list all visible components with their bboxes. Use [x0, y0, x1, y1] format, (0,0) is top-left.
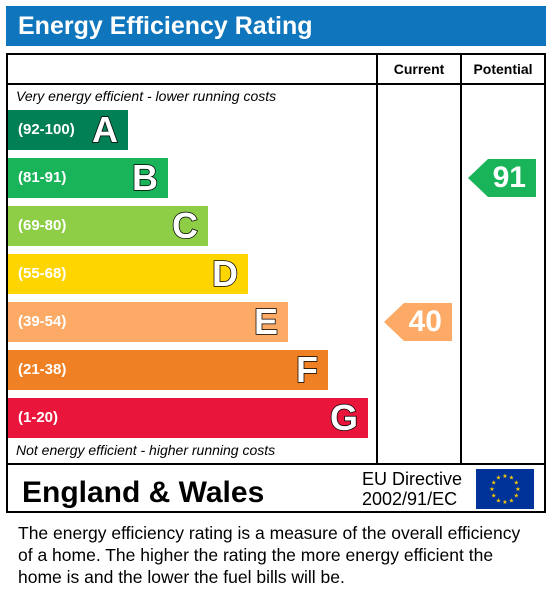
eu-star-icon: ★ [496, 475, 501, 482]
rating-frame: Current Potential Very energy efficient … [6, 53, 546, 513]
band-letter-b: B [131, 156, 159, 199]
band-letter-a: A [91, 108, 119, 151]
eu-star-icon: ★ [514, 493, 519, 500]
top-note: Very energy efficient - lower running co… [16, 88, 277, 104]
potential-column-divider [460, 55, 462, 463]
country-label: England & Wales [22, 476, 265, 509]
band-d: (55-68) D [8, 252, 248, 295]
band-range-f: (21-38) [18, 361, 67, 378]
eu-star-icon: ★ [489, 486, 494, 493]
band-a: (92-100) A [8, 108, 128, 151]
current-column-header: Current [393, 61, 445, 77]
eu-directive-line1: EU Directive [362, 469, 463, 489]
band-e: (39-54) E [8, 300, 288, 343]
eu-star-icon: ★ [509, 497, 514, 504]
bottom-note: Not energy efficient - higher running co… [16, 442, 276, 458]
band-range-e: (39-54) [18, 313, 67, 330]
eu-star-icon: ★ [514, 480, 519, 487]
eu-star-icon: ★ [491, 480, 496, 487]
eu-star-icon: ★ [509, 475, 514, 482]
current-rating-value: 40 [408, 305, 442, 338]
potential-rating-value: 91 [492, 161, 526, 194]
band-range-g: (1-20) [18, 409, 59, 426]
eu-star-icon: ★ [496, 497, 501, 504]
band-letter-f: F [295, 348, 319, 391]
eu-directive-line2: 2002/91/EC [362, 489, 458, 509]
band-letter-c: C [171, 204, 199, 247]
band-range-a: (92-100) [18, 121, 75, 138]
potential-rating-arrow: 91 [468, 159, 536, 197]
chart-title: Energy Efficiency Rating [6, 6, 546, 46]
band-letter-d: D [211, 252, 239, 295]
eu-star-icon: ★ [491, 493, 496, 500]
band-c: (69-80) C [8, 204, 208, 247]
band-f: (21-38) F [8, 348, 328, 391]
band-letter-g: G [329, 396, 359, 439]
eu-star-icon: ★ [502, 499, 507, 506]
eu-star-icon: ★ [502, 473, 507, 480]
header-divider [8, 83, 544, 85]
band-range-d: (55-68) [18, 265, 67, 282]
band-range-c: (69-80) [18, 217, 67, 234]
band-letter-e: E [253, 300, 279, 343]
current-rating-arrow: 40 [384, 303, 452, 341]
eu-flag-icon: ★ ★ ★ ★ ★ ★ ★ ★ ★ ★ ★ ★ [476, 469, 534, 509]
footer-divider [8, 463, 544, 465]
current-column-divider [376, 55, 378, 463]
band-b: (81-91) B [8, 156, 168, 199]
potential-column-header: Potential [473, 61, 533, 77]
band-g: (1-20) G [8, 396, 368, 439]
description-text: The energy efficiency rating is a measur… [18, 523, 521, 587]
band-range-b: (81-91) [18, 169, 67, 186]
eu-directive: EU Directive 2002/91/EC [362, 469, 462, 509]
eu-star-icon: ★ [515, 486, 520, 493]
